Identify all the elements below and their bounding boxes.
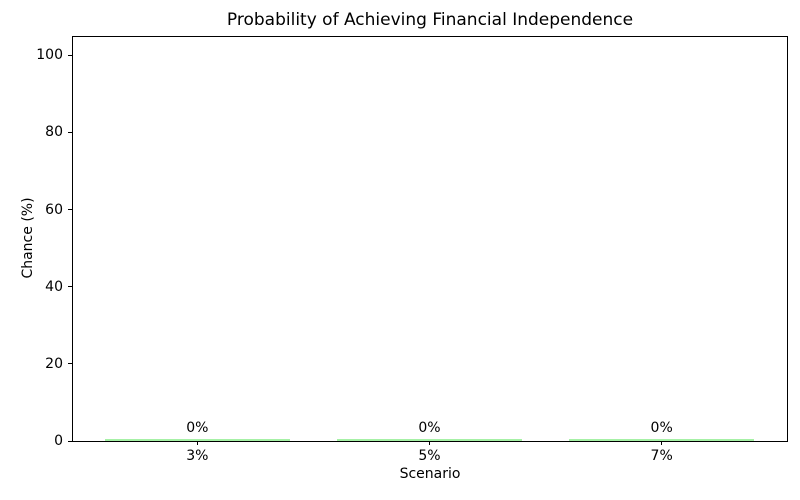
y-tick-mark [68,131,72,133]
bar [104,439,291,441]
bar [568,439,755,441]
y-tick-label: 0 [54,433,63,449]
bar-value-label: 0% [650,419,673,436]
chart-title: Probability of Achieving Financial Indep… [226,10,634,30]
plot-area [72,36,788,442]
y-tick-mark [68,54,72,56]
x-tick-mark [196,441,198,445]
y-tick-mark [68,286,72,288]
y-tick-label: 100 [36,47,63,64]
x-axis-label: Scenario [399,466,461,482]
bar-value-label: 0% [418,419,441,436]
y-tick-mark [68,440,72,442]
y-tick-label: 40 [45,278,63,295]
bar [336,439,523,441]
y-tick-mark [68,363,72,365]
x-tick-label: 7% [650,448,673,464]
y-tick-label: 80 [45,124,63,141]
y-tick-mark [68,209,72,211]
x-tick-mark [429,441,430,445]
bar-value-label: 0% [186,419,209,436]
y-tick-label: 60 [45,201,63,218]
y-tick-label: 20 [45,355,63,372]
x-tick-label: 3% [186,448,209,464]
x-tick-mark [661,441,663,445]
x-tick-label: 5% [418,448,441,464]
